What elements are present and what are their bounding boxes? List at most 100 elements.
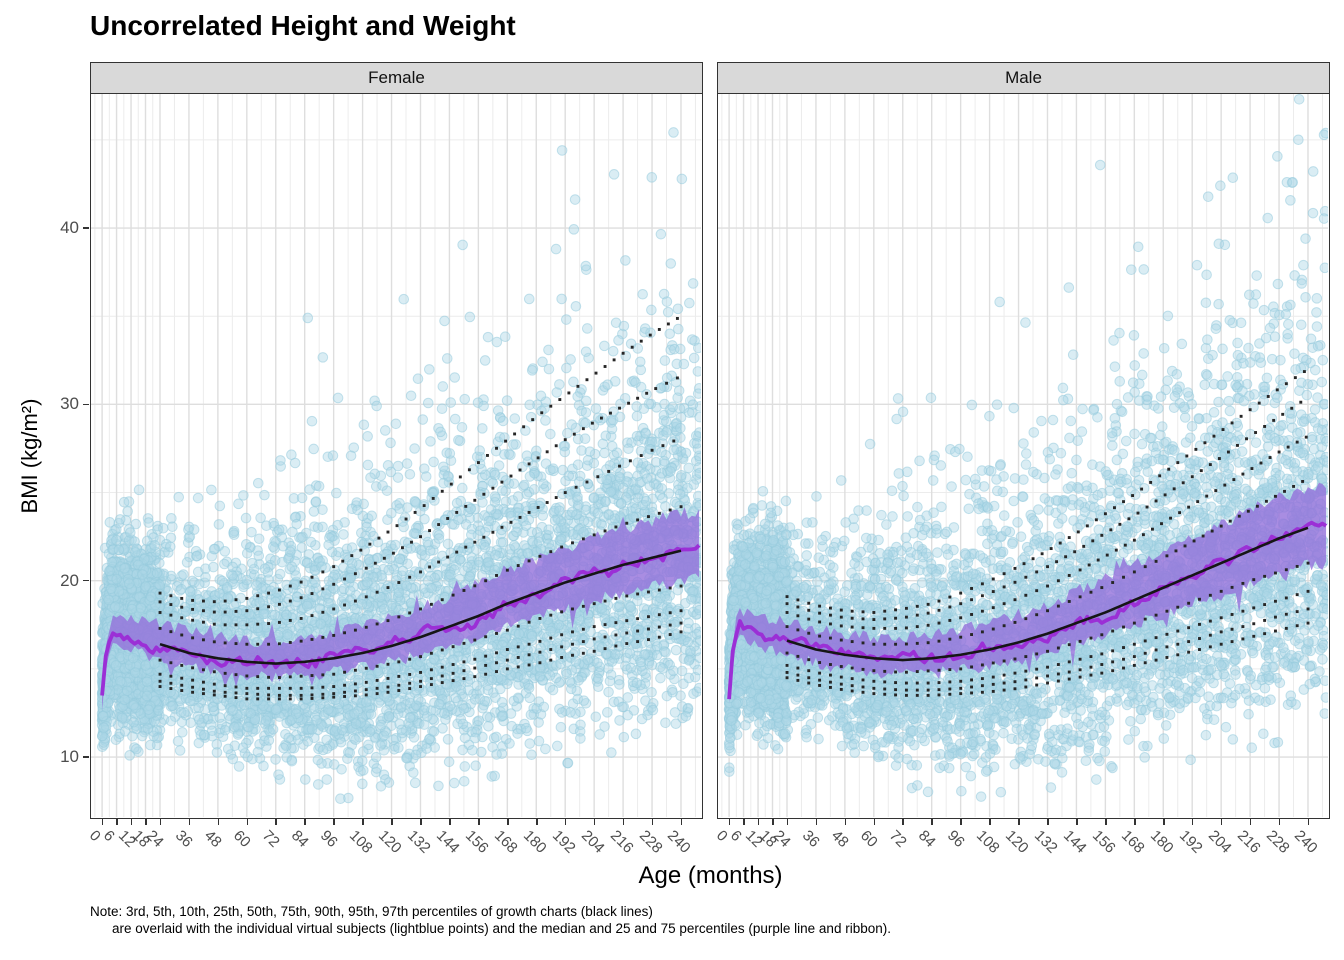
x-tick-mark [593, 818, 596, 825]
x-tick-mark [1307, 818, 1310, 825]
y-tick-label: 30 [60, 394, 79, 414]
y-tick-label: 40 [60, 218, 79, 238]
x-tick-label: 84 [915, 827, 940, 851]
female-plot-canvas [91, 93, 701, 817]
y-tick-mark [83, 756, 89, 758]
note-line-1: Note: 3rd, 5th, 10th, 25th, 50th, 75th, … [90, 904, 653, 919]
x-tick-label: 132 [403, 827, 434, 857]
x-tick-label: 228 [1262, 827, 1293, 857]
x-tick-mark [449, 818, 451, 825]
x-tick-label: 216 [606, 827, 637, 857]
x-tick-mark [246, 818, 249, 825]
x-tick-label: 156 [461, 827, 492, 857]
x-tick-mark [535, 818, 538, 825]
x-tick-mark [873, 818, 876, 825]
x-tick-mark [130, 818, 133, 825]
figure-note: Note: 3rd, 5th, 10th, 25th, 50th, 75th, … [90, 903, 891, 937]
x-tick-label: 6 [727, 827, 745, 845]
x-tick-mark [145, 818, 147, 825]
x-tick-label: 72 [886, 827, 911, 851]
x-tick-mark [743, 818, 745, 825]
x-tick-mark [159, 818, 162, 825]
x-tick-mark [815, 818, 818, 825]
x-tick-mark [651, 818, 654, 825]
x-tick-mark [1018, 818, 1020, 825]
x-tick-mark [275, 818, 278, 825]
x-tick-label: 144 [432, 827, 463, 857]
x-tick-label: 216 [1233, 827, 1264, 857]
x-tick-mark [1076, 818, 1078, 825]
y-tick-mark [83, 579, 89, 582]
x-tick-mark [757, 818, 760, 825]
x-tick-mark [786, 818, 789, 825]
y-tick-mark [83, 403, 89, 406]
x-tick-label: 240 [1291, 827, 1322, 857]
x-tick-label: 240 [664, 827, 695, 857]
x-tick-mark [622, 818, 625, 825]
x-tick-label: 0 [712, 827, 731, 845]
x-tick-mark [931, 818, 933, 825]
x-tick-mark [1047, 818, 1049, 825]
x-tick-label: 192 [548, 827, 579, 857]
x-tick-mark [772, 818, 774, 825]
facet-strip-male-label: Male [1005, 68, 1042, 87]
x-tick-label: 48 [201, 827, 226, 851]
x-tick-label: 6 [100, 827, 118, 845]
x-tick-label: 192 [1175, 827, 1206, 857]
x-tick-label: 180 [1146, 827, 1177, 857]
note-line-2: are overlaid with the individual virtual… [112, 921, 891, 936]
facet-strip-male: Male [717, 62, 1330, 94]
x-tick-label: 180 [519, 827, 550, 857]
x-tick-label: 120 [375, 827, 405, 857]
x-tick-label: 72 [259, 827, 284, 851]
x-tick-label: 108 [346, 827, 376, 857]
x-tick-mark [1191, 818, 1194, 825]
x-tick-mark [844, 818, 847, 825]
x-tick-mark [478, 818, 480, 825]
x-tick-mark [507, 818, 509, 825]
plot-title: Uncorrelated Height and Weight [90, 10, 516, 41]
x-tick-label: 60 [230, 827, 255, 851]
x-tick-mark [1134, 818, 1136, 825]
x-tick-label: 168 [490, 827, 521, 857]
y-tick-mark [83, 227, 89, 229]
facet-strip-female: Female [90, 62, 703, 94]
x-tick-mark [304, 818, 306, 825]
x-tick-mark [1249, 818, 1252, 825]
x-tick-label: 96 [317, 827, 341, 851]
x-tick-label: 36 [799, 827, 824, 851]
x-tick-mark [728, 818, 731, 825]
x-tick-mark [1105, 818, 1107, 825]
x-tick-label: 228 [635, 827, 666, 857]
y-tick-label: 20 [60, 570, 79, 590]
x-tick-label: 96 [944, 827, 968, 851]
x-tick-mark [188, 818, 191, 825]
y-tick-label: 10 [60, 747, 79, 767]
x-tick-mark [217, 818, 220, 825]
x-tick-label: 24 [770, 827, 795, 851]
x-tick-label: 144 [1059, 827, 1090, 857]
x-tick-mark [564, 818, 567, 825]
x-tick-label: 60 [857, 827, 882, 851]
x-tick-label: 36 [172, 827, 197, 851]
x-tick-mark [116, 818, 118, 825]
x-tick-mark [101, 818, 104, 825]
x-tick-label: 156 [1088, 827, 1119, 857]
x-tick-label: 84 [288, 827, 313, 851]
x-tick-label: 24 [143, 827, 168, 851]
x-tick-mark [902, 818, 905, 825]
x-axis-title: Age (months) [638, 862, 783, 889]
x-tick-label: 0 [85, 827, 104, 845]
x-tick-mark [362, 818, 364, 825]
facet-strip-female-label: Female [368, 68, 425, 87]
x-tick-mark [420, 818, 422, 825]
x-tick-label: 108 [973, 827, 1003, 857]
facet-panel-male [717, 92, 1330, 819]
x-tick-label: 168 [1117, 827, 1148, 857]
x-tick-label: 204 [1204, 827, 1235, 857]
x-tick-label: 132 [1030, 827, 1061, 857]
x-tick-mark [1162, 818, 1165, 825]
x-tick-mark [1278, 818, 1281, 825]
male-plot-canvas [718, 93, 1328, 817]
